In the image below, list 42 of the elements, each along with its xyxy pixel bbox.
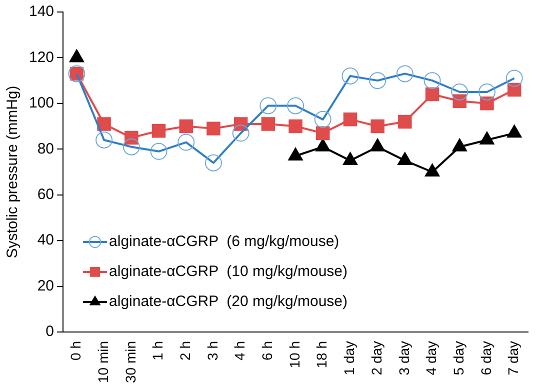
point <box>316 126 330 140</box>
x-tick-label: 30 min <box>122 340 138 384</box>
point <box>179 119 193 134</box>
x-tick-label: 18 h <box>314 340 330 368</box>
point <box>261 117 276 131</box>
x-tick-label: 5 day <box>450 340 466 376</box>
x-tick-label: 2 h <box>176 340 193 360</box>
x-tick-label: 6 day <box>478 340 494 376</box>
y-tick-label: 100 <box>28 94 54 112</box>
y-axis-title: Systolic pressure (mmHg) <box>4 86 22 258</box>
y-tick-label: 20 <box>37 277 54 294</box>
point <box>97 117 111 131</box>
legend-label: alginate-αCGRP (10 mg/kg/mouse) <box>109 263 348 280</box>
point <box>124 130 138 145</box>
y-tick-label: 120 <box>28 48 54 66</box>
x-tick-label: 4 h <box>232 340 248 360</box>
legend-label: alginate-αCGRP (20 mg/kg/mouse) <box>109 293 348 310</box>
y-tick-label: 80 <box>37 140 54 158</box>
x-tick-label: 2 day <box>368 340 384 376</box>
y-tick-label: 0 <box>46 323 54 340</box>
x-tick-label: 0 h <box>68 340 84 360</box>
legend-label: alginate-αCGRP (6 mg/kg/mouse) <box>109 233 340 250</box>
x-tick-label: 4 day <box>423 340 440 376</box>
point <box>398 114 412 129</box>
x-tick-label: 3 h <box>204 340 220 360</box>
y-tick-label: 60 <box>37 186 54 203</box>
x-tick-label: 10 min <box>94 340 111 384</box>
x-tick-label: 10 h <box>286 340 302 368</box>
point <box>425 87 440 102</box>
y-tick-label: 140 <box>28 3 54 20</box>
x-tick-label: 7 day <box>505 340 522 376</box>
point <box>480 96 494 110</box>
x-tick-label: 1 day <box>341 340 358 376</box>
point <box>206 122 220 136</box>
point <box>343 112 358 126</box>
point <box>370 119 384 134</box>
x-tick-label: 3 day <box>396 340 412 376</box>
point <box>288 119 302 134</box>
point <box>152 124 166 138</box>
x-tick-label: 6 h <box>259 340 276 360</box>
x-tick-label: 1 h <box>150 340 166 360</box>
y-tick-label: 40 <box>37 232 54 249</box>
